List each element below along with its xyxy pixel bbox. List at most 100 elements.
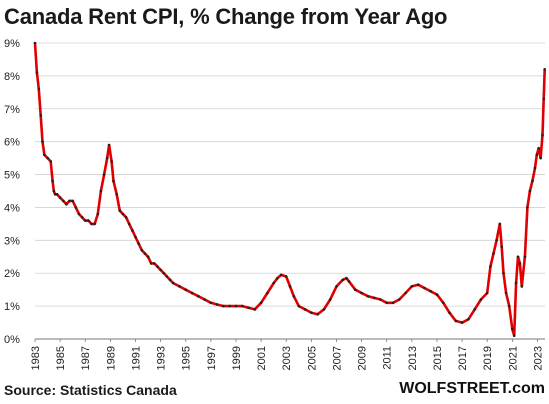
data-point bbox=[288, 285, 292, 288]
x-tick-label: 1995 bbox=[181, 346, 193, 370]
data-point bbox=[520, 285, 524, 288]
data-point bbox=[241, 304, 244, 308]
x-tick-label: 1987 bbox=[80, 346, 92, 370]
data-point bbox=[523, 255, 527, 259]
data-point bbox=[96, 212, 100, 216]
x-tick-label: 2007 bbox=[331, 346, 343, 370]
data-point bbox=[372, 296, 376, 300]
x-tick-label: 1997 bbox=[206, 346, 218, 370]
data-point bbox=[137, 242, 140, 245]
data-point bbox=[171, 281, 175, 285]
data-point bbox=[107, 143, 111, 147]
data-point bbox=[542, 97, 545, 101]
data-point bbox=[272, 281, 276, 285]
data-point bbox=[41, 140, 44, 143]
data-point bbox=[404, 291, 407, 295]
x-tick-label: 1983 bbox=[30, 346, 42, 370]
data-point bbox=[83, 219, 87, 222]
data-point bbox=[423, 286, 426, 290]
y-tick-label: 3% bbox=[4, 235, 20, 247]
x-tick-label: 2001 bbox=[256, 346, 268, 370]
data-point bbox=[153, 262, 156, 265]
data-point bbox=[366, 294, 370, 298]
data-point bbox=[531, 179, 534, 183]
x-axis: 1983 1985 1987 1989 1991 1993 1995 1997 1999 2001… bbox=[30, 339, 544, 370]
y-tick-label: 0% bbox=[4, 334, 20, 346]
data-point bbox=[467, 318, 470, 321]
data-point bbox=[149, 262, 153, 265]
data-point bbox=[360, 291, 363, 295]
data-point bbox=[303, 308, 307, 311]
data-point bbox=[215, 303, 219, 306]
data-point bbox=[37, 87, 41, 91]
data-point bbox=[46, 156, 49, 160]
data-point bbox=[131, 229, 134, 232]
data-point bbox=[49, 160, 52, 163]
data-point bbox=[197, 294, 200, 298]
data-point bbox=[247, 306, 250, 310]
y-tick-label: 5% bbox=[4, 170, 20, 182]
data-point bbox=[284, 275, 288, 278]
data-point bbox=[105, 156, 109, 160]
y-tick-label: 1% bbox=[4, 301, 20, 313]
data-point bbox=[391, 301, 395, 305]
data-point bbox=[259, 301, 263, 305]
data-point bbox=[118, 209, 122, 212]
data-point bbox=[533, 166, 537, 170]
data-point bbox=[473, 308, 477, 311]
data-point bbox=[279, 273, 283, 277]
x-tick-label: 2003 bbox=[281, 346, 293, 370]
data-point bbox=[222, 304, 225, 308]
x-tick-label: 2009 bbox=[357, 346, 369, 370]
data-point bbox=[209, 301, 213, 305]
data-point bbox=[178, 285, 181, 288]
data-point bbox=[143, 252, 147, 255]
data-point bbox=[297, 304, 301, 308]
data-point bbox=[253, 308, 257, 311]
data-point bbox=[492, 252, 495, 255]
data-point bbox=[514, 281, 518, 285]
data-point bbox=[146, 255, 150, 259]
data-point bbox=[495, 239, 498, 242]
x-tick-label: 2021 bbox=[507, 346, 519, 370]
y-axis: 0% 1% 2% 3% 4% 5% 6% 7% 8% 9% bbox=[4, 38, 20, 346]
x-tick-label: 1991 bbox=[130, 346, 142, 370]
y-tick-label: 6% bbox=[4, 137, 20, 149]
data-point bbox=[516, 255, 520, 259]
data-point bbox=[74, 206, 78, 209]
data-point bbox=[228, 304, 231, 308]
data-point bbox=[52, 189, 56, 193]
data-point bbox=[55, 193, 59, 196]
data-point bbox=[266, 291, 269, 295]
data-point bbox=[234, 304, 238, 308]
data-point bbox=[507, 304, 511, 308]
data-point bbox=[165, 275, 169, 278]
y-tick-label: 7% bbox=[4, 104, 20, 116]
data-point bbox=[71, 199, 74, 203]
data-point bbox=[448, 311, 451, 315]
x-tick-label: 1999 bbox=[231, 346, 243, 370]
x-tick-label: 1989 bbox=[105, 346, 117, 370]
data-point bbox=[99, 189, 103, 193]
data-point bbox=[110, 160, 113, 163]
data-point bbox=[335, 285, 338, 288]
data-point bbox=[276, 276, 279, 280]
data-point bbox=[33, 41, 37, 45]
data-point bbox=[39, 114, 42, 117]
data-point bbox=[134, 235, 137, 239]
data-point bbox=[184, 288, 187, 292]
data-point bbox=[328, 298, 332, 301]
x-tick-label: 2017 bbox=[457, 346, 469, 370]
data-point bbox=[90, 222, 93, 226]
data-point bbox=[416, 283, 420, 287]
data-point bbox=[518, 262, 522, 265]
data-point bbox=[80, 216, 84, 219]
data-point bbox=[354, 288, 357, 292]
data-point bbox=[454, 319, 458, 323]
brand-logo-text: WOLFSTREET.com bbox=[399, 380, 545, 397]
data-point bbox=[341, 278, 345, 282]
data-point bbox=[460, 321, 464, 324]
data-point bbox=[500, 245, 504, 249]
x-tick-label: 2005 bbox=[306, 346, 318, 370]
y-tick-label: 4% bbox=[4, 202, 20, 214]
